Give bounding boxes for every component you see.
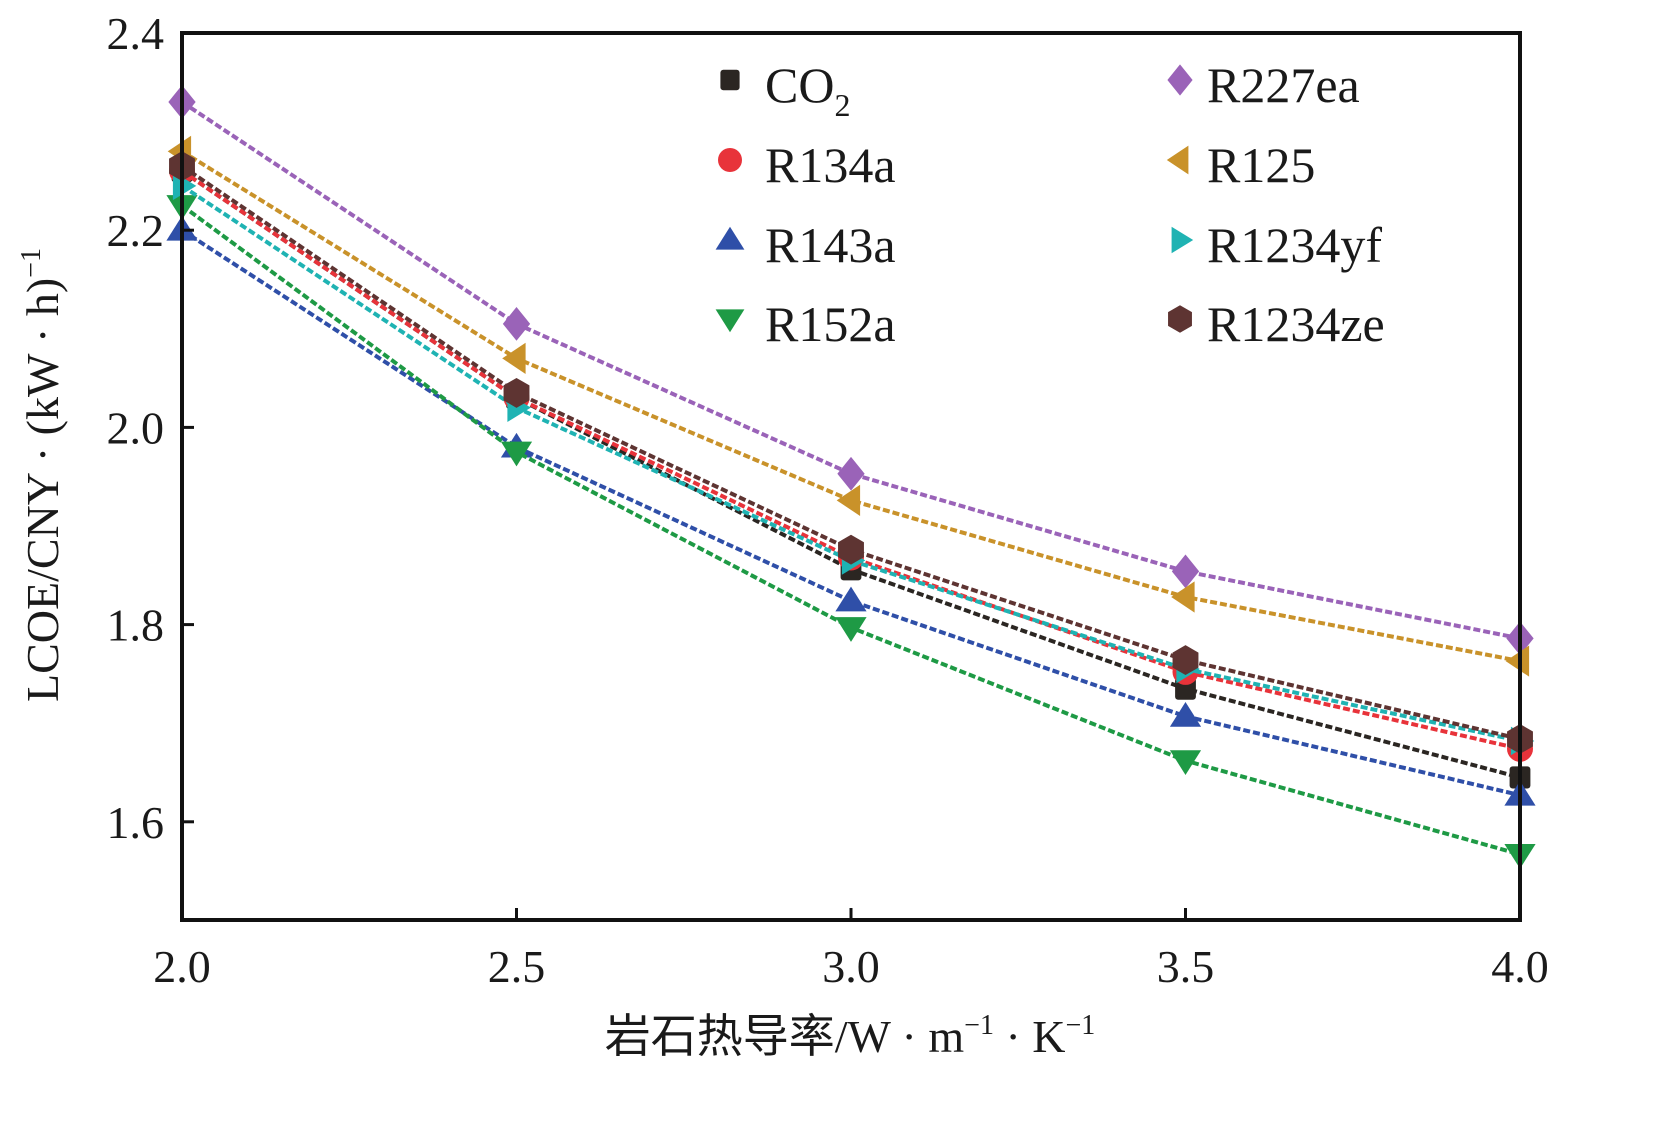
- data-point-r125: [502, 342, 526, 374]
- series-line-r227ea: [180, 100, 1521, 641]
- data-point-r152a: [835, 617, 867, 642]
- data-point-r227ea: [502, 306, 531, 341]
- data-point-r1234ze: [838, 534, 864, 565]
- series-r227ea: [168, 85, 1534, 656]
- data-point-r1234ze: [1172, 645, 1199, 676]
- legend-item-r227ea: R227ea: [1167, 57, 1360, 113]
- legend-label: CO2: [765, 57, 850, 123]
- data-point-r143a: [1169, 701, 1202, 727]
- legend-marker-r134a: [718, 148, 742, 172]
- legend-item-r152a: R152a: [715, 296, 896, 352]
- legend-marker-co2: [720, 69, 740, 91]
- legend-marker-r125: [1166, 145, 1189, 175]
- legend-label: R143a: [765, 217, 896, 273]
- legend-item-r1234yf: R1234yf: [1171, 217, 1382, 273]
- x-tick-label: 4.0: [1491, 941, 1549, 992]
- y-axis: 1.6 1.8 2.0 2.2 2.4: [107, 8, 194, 848]
- data-point-r1234ze: [503, 377, 530, 408]
- legend-item-r143a: R143a: [715, 217, 896, 273]
- legend-marker-r1234ze: [1168, 305, 1192, 333]
- y-tick-label: 1.6: [107, 797, 165, 848]
- legend: CO2 R134a R143a R152a R227ea R125 R1234yf R1234…: [715, 57, 1385, 352]
- x-tick-label: 3.0: [822, 941, 880, 992]
- x-axis-title: 岩石热导率/W · m−1 · K−1: [605, 1010, 1096, 1062]
- legend-marker-r227ea: [1167, 64, 1193, 96]
- data-point-r143a: [835, 586, 867, 612]
- legend-marker-r152a: [715, 309, 745, 333]
- legend-marker-r143a: [715, 226, 745, 250]
- x-axis: 2.0 2.5 3.0 3.5 4.0: [153, 908, 1549, 992]
- x-tick-label: 3.5: [1157, 941, 1215, 992]
- series-layer: [166, 85, 1536, 869]
- data-point-r152a: [1169, 750, 1202, 775]
- x-tick-label: 2.0: [153, 941, 211, 992]
- series-line-r1234yf: [180, 184, 1521, 743]
- data-point-r125: [836, 484, 861, 516]
- y-tick-label: 1.8: [107, 600, 165, 651]
- x-tick-label: 2.5: [488, 941, 546, 992]
- data-point-r152a: [500, 441, 533, 467]
- series-r125: [167, 135, 1530, 677]
- legend-label: R134a: [765, 137, 896, 193]
- data-point-r227ea: [837, 456, 865, 491]
- legend-label: R152a: [765, 296, 896, 352]
- y-tick-label: 2.4: [107, 8, 165, 59]
- legend-label: R1234ze: [1207, 296, 1385, 352]
- legend-label: R227ea: [1207, 57, 1360, 113]
- data-point-r125: [1171, 581, 1195, 613]
- legend-item-r134a: R134a: [718, 137, 896, 193]
- legend-item-co2: CO2: [720, 57, 850, 123]
- y-axis-title: LCOE/CNY · (kW · h)−1: [16, 248, 68, 702]
- data-point-r227ea: [1171, 554, 1200, 589]
- y-tick-label: 2.2: [107, 205, 165, 256]
- legend-label: R1234yf: [1207, 217, 1382, 273]
- legend-label: R125: [1207, 137, 1315, 193]
- legend-item-r125: R125: [1166, 137, 1315, 193]
- y-tick-label: 2.0: [107, 402, 165, 453]
- legend-item-r1234ze: R1234ze: [1168, 296, 1385, 352]
- data-point-r125: [1505, 645, 1530, 677]
- legend-marker-r1234yf: [1171, 226, 1194, 254]
